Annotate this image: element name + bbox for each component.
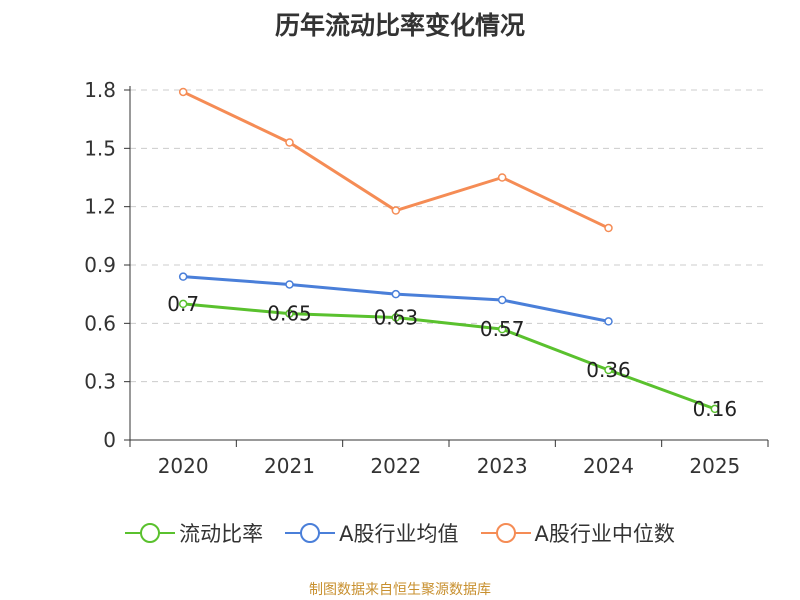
x-tick-label: 2024	[583, 454, 634, 478]
legend-marker-icon	[125, 523, 176, 543]
data-label: 0.36	[586, 358, 631, 382]
data-point	[391, 313, 401, 322]
data-point	[391, 289, 401, 299]
data-point	[391, 206, 401, 215]
chart-title: 历年流动比率变化情况	[274, 11, 525, 40]
data-label: 0.65	[267, 302, 312, 326]
data-point	[497, 295, 507, 305]
data-point	[497, 173, 507, 182]
data-point	[604, 223, 613, 233]
legend-label: 流动比率	[179, 522, 264, 546]
legend-item-industry-mean[interactable]: A股行业均值	[285, 518, 459, 548]
legend-item-industry-median[interactable]: A股行业中位数	[480, 518, 675, 548]
x-tick-label: 2021	[264, 454, 315, 478]
y-tick-label: 1.8	[84, 78, 116, 102]
data-point	[604, 365, 613, 375]
x-tick-label: 2025	[689, 454, 740, 478]
series-lines	[178, 87, 720, 414]
source-note: 制图数据来自恒生聚源数据库	[309, 582, 491, 598]
data-point	[178, 272, 188, 281]
data-labels: 0.7 0.65 0.63 0.57 0.36 0.16	[167, 292, 737, 421]
data-point	[285, 309, 294, 318]
legend: 流动比率 A股行业均值 A股行业中位数	[0, 518, 800, 548]
y-tick-label: 0.3	[84, 370, 116, 394]
x-tick-label: 2022	[370, 454, 421, 478]
x-tick-label: 2020	[158, 454, 209, 478]
y-tick-label: 1.5	[84, 136, 116, 160]
data-point	[497, 324, 507, 334]
axes: 0 0.3 0.6 0.9 1.2 1.5 1.8 2020 2021 2022 2023 2024 2…	[84, 78, 769, 478]
legend-item-current-ratio[interactable]: 流动比率	[125, 518, 263, 548]
grid-lines	[130, 89, 768, 383]
data-label: 0.7	[167, 292, 199, 316]
legend-label: A股行业均值	[339, 522, 459, 546]
data-point	[178, 299, 188, 309]
x-tick-label: 2023	[477, 454, 528, 478]
data-label: 0.57	[480, 317, 525, 341]
y-tick-label: 0	[103, 428, 116, 452]
y-tick-label: 0.9	[84, 253, 116, 277]
legend-label: A股行业中位数	[534, 522, 675, 546]
legend-marker-icon	[480, 523, 531, 543]
series-current-ratio-line	[183, 302, 716, 411]
data-point	[710, 404, 720, 414]
data-point	[285, 138, 294, 147]
y-tick-label: 0.6	[84, 311, 116, 335]
data-label: 0.16	[693, 397, 738, 421]
data-point	[178, 87, 188, 97]
data-label: 0.63	[374, 306, 419, 330]
data-point	[604, 317, 613, 326]
data-point	[285, 280, 294, 289]
legend-marker-icon	[285, 523, 336, 543]
y-tick-label: 1.2	[84, 195, 116, 219]
